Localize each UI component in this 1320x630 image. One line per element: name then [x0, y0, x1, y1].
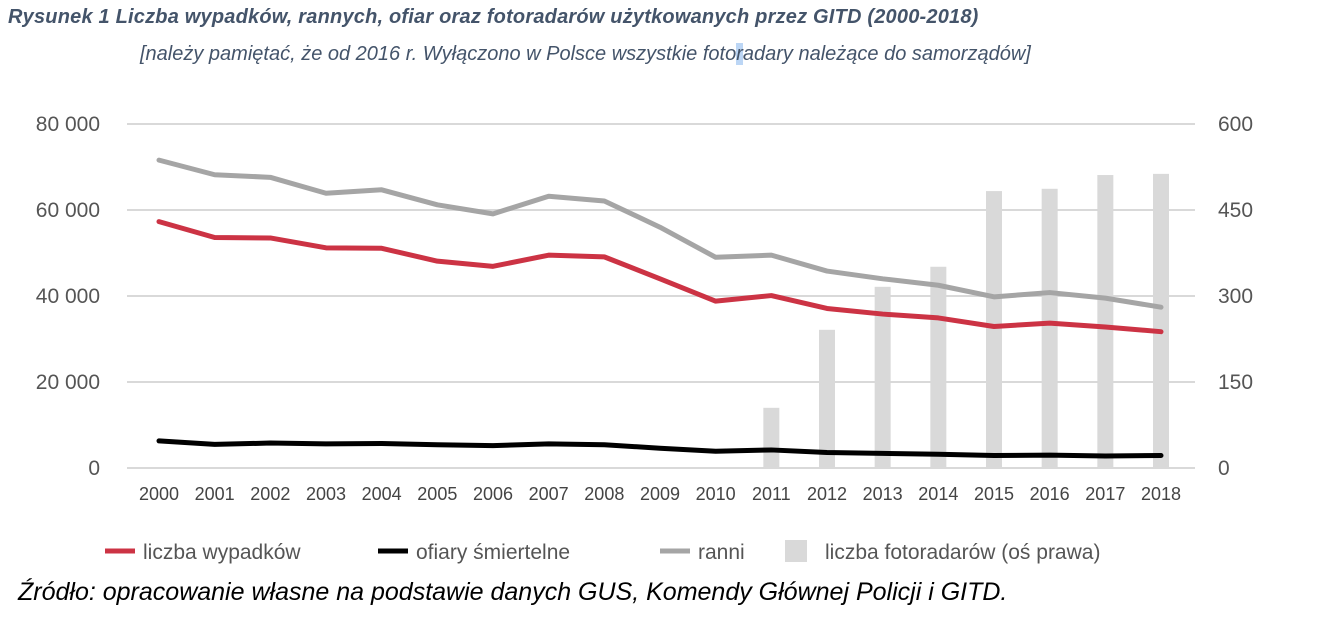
x-axis-tick-label: 2005	[417, 484, 457, 504]
bar-fotoradary	[763, 407, 780, 468]
x-axis-tick-label: 2014	[918, 484, 958, 504]
x-axis-tick-label: 2018	[1141, 484, 1181, 504]
x-axis-tick-label: 2006	[473, 484, 513, 504]
bar-fotoradary	[1097, 175, 1114, 468]
right-axis-tick-label: 600	[1218, 113, 1253, 136]
line-liczba-wypadków	[156, 219, 1164, 335]
x-axis-tick-label: 2003	[306, 484, 346, 504]
subtitle-part2: adary należące do samorządów]	[742, 43, 1031, 65]
x-axis-tick-label: 2015	[974, 484, 1014, 504]
x-axis-tick-label: 2001	[195, 484, 235, 504]
x-axis-tick-label: 2013	[863, 484, 903, 504]
legend-label: liczba wypadków	[143, 541, 301, 564]
left-axis-tick-label: 80 000	[36, 113, 100, 136]
right-axis-tick-label: 150	[1218, 371, 1253, 394]
x-axis-tick-label: 2011	[752, 484, 791, 504]
x-axis-tick-label: 2009	[640, 484, 680, 504]
x-axis-tick-label: 2002	[250, 484, 290, 504]
bar-fotoradary	[874, 286, 891, 468]
legend-label: ofiary śmiertelne	[416, 541, 570, 564]
bar-fotoradary	[1041, 188, 1058, 468]
x-axis-tick-label: 2007	[529, 484, 569, 504]
x-axis-tick-label: 2004	[362, 484, 402, 504]
right-axis-tick-label: 450	[1218, 199, 1253, 222]
left-axis-tick-label: 60 000	[36, 199, 100, 222]
bar-fotoradary	[1153, 173, 1169, 468]
x-axis-tick-label: 2010	[696, 484, 736, 504]
x-axis-tick-label: 2017	[1085, 484, 1125, 504]
bar-fotoradary	[930, 266, 947, 468]
chart-subtitle: [należy pamiętać, że od 2016 r. Wyłączon…	[140, 40, 1140, 69]
legend-swatch	[785, 540, 807, 562]
line-ranni	[156, 157, 1164, 310]
right-axis-tick-label: 0	[1218, 457, 1230, 480]
legend-label: ranni	[698, 541, 745, 564]
bar-fotoradary	[819, 329, 835, 468]
left-axis-tick-label: 20 000	[36, 371, 100, 394]
x-axis-tick-label: 2008	[584, 484, 624, 504]
subtitle-selection-highlight: r	[736, 43, 743, 65]
right-axis-tick-label: 300	[1218, 285, 1253, 308]
chart-source: Źródło: opracowanie własne na podstawie …	[18, 578, 1008, 606]
line-ofiary-śmiertelne	[156, 438, 1164, 459]
left-axis-tick-label: 40 000	[36, 285, 100, 308]
legend-label: liczba fotoradarów (oś prawa)	[825, 541, 1100, 564]
x-axis-tick-label: 2000	[139, 484, 179, 504]
left-axis-tick-label: 0	[88, 457, 100, 480]
chart-title: Rysunek 1 Liczba wypadków, rannych, ofia…	[8, 6, 979, 28]
bar-fotoradary	[986, 191, 1002, 468]
x-axis-tick-label: 2016	[1030, 484, 1070, 504]
x-axis-tick-label: 2012	[807, 484, 847, 504]
subtitle-part1: [należy pamiętać, że od 2016 r. Wyłączon…	[140, 43, 737, 65]
